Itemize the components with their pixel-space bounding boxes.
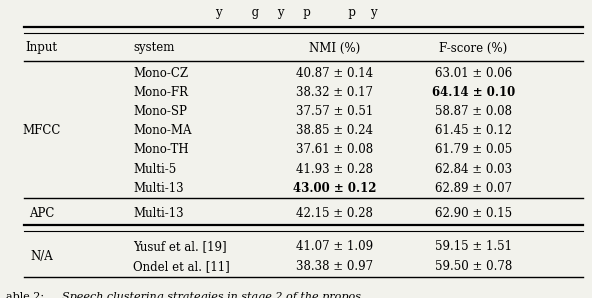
Text: NMI (%): NMI (%) [309,41,360,55]
Text: Ondel et al. [11]: Ondel et al. [11] [133,260,230,273]
Text: y        g     y     p          p    y: y g y p p y [215,7,377,19]
Text: Input: Input [25,41,57,55]
Text: 38.32 ± 0.17: 38.32 ± 0.17 [296,86,373,99]
Text: 37.61 ± 0.08: 37.61 ± 0.08 [296,143,373,156]
Text: Multi-5: Multi-5 [133,162,176,176]
Text: 62.90 ± 0.15: 62.90 ± 0.15 [435,207,512,221]
Text: 40.87 ± 0.14: 40.87 ± 0.14 [296,66,373,80]
Text: 38.38 ± 0.97: 38.38 ± 0.97 [296,260,373,273]
Text: 61.79 ± 0.05: 61.79 ± 0.05 [435,143,512,156]
Text: 58.87 ± 0.08: 58.87 ± 0.08 [435,105,512,118]
Text: 61.45 ± 0.12: 61.45 ± 0.12 [435,124,512,137]
Text: Mono-CZ: Mono-CZ [133,66,188,80]
Text: Speech clustering strategies in stage 2 of the propos: Speech clustering strategies in stage 2 … [62,292,361,298]
Text: APC: APC [29,207,54,221]
Text: 64.14 ± 0.10: 64.14 ± 0.10 [432,86,515,99]
Text: F-score (%): F-score (%) [439,41,508,55]
Text: 37.57 ± 0.51: 37.57 ± 0.51 [296,105,373,118]
Text: Mono-MA: Mono-MA [133,124,192,137]
Text: Mono-FR: Mono-FR [133,86,188,99]
Text: 62.84 ± 0.03: 62.84 ± 0.03 [435,162,512,176]
Text: 41.07 ± 1.09: 41.07 ± 1.09 [296,240,373,254]
Text: Mono-SP: Mono-SP [133,105,187,118]
Text: 43.00 ± 0.12: 43.00 ± 0.12 [292,182,377,195]
Text: 38.85 ± 0.24: 38.85 ± 0.24 [296,124,373,137]
Text: Yusuf et al. [19]: Yusuf et al. [19] [133,240,227,254]
Text: system: system [133,41,175,55]
Text: N/A: N/A [30,250,53,263]
Text: 41.93 ± 0.28: 41.93 ± 0.28 [296,162,373,176]
Text: 63.01 ± 0.06: 63.01 ± 0.06 [435,66,512,80]
Text: Multi-13: Multi-13 [133,182,184,195]
Text: able 2:: able 2: [6,292,47,298]
Text: 59.15 ± 1.51: 59.15 ± 1.51 [435,240,512,254]
Text: MFCC: MFCC [22,124,60,137]
Text: Multi-13: Multi-13 [133,207,184,221]
Text: 62.89 ± 0.07: 62.89 ± 0.07 [435,182,512,195]
Text: Mono-TH: Mono-TH [133,143,189,156]
Text: 42.15 ± 0.28: 42.15 ± 0.28 [296,207,373,221]
Text: 59.50 ± 0.78: 59.50 ± 0.78 [435,260,512,273]
